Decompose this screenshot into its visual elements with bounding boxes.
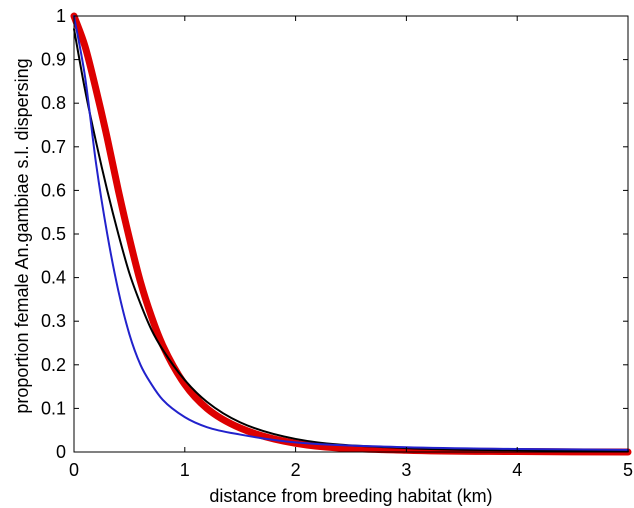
series-red-line — [70, 12, 632, 456]
x-tick-label: 1 — [180, 460, 190, 480]
y-tick-label: 0.9 — [41, 50, 66, 70]
y-tick-label: 0.8 — [41, 93, 66, 113]
x-axis-label: distance from breeding habitat (km) — [209, 486, 492, 506]
y-axis-label: proportion female An.gambiae s.l. disper… — [12, 58, 32, 413]
y-tick-label: 0.3 — [41, 311, 66, 331]
x-tick-label: 0 — [69, 460, 79, 480]
x-tick-label: 4 — [512, 460, 522, 480]
y-tick-label: 0 — [56, 442, 66, 462]
y-tick-label: 0.4 — [41, 268, 66, 288]
series-blue-line — [73, 15, 629, 451]
y-tick-label: 0.2 — [41, 355, 66, 375]
plot-frame — [73, 15, 629, 453]
series-black-line — [73, 28, 629, 453]
y-tick-label: 0.6 — [41, 180, 66, 200]
y-tick-label: 0.5 — [41, 224, 66, 244]
y-tick-label: 0.1 — [41, 398, 66, 418]
series-layer — [70, 12, 632, 456]
x-axis-ticks: 0 1 2 3 4 5 — [69, 16, 633, 480]
x-tick-label: 2 — [291, 460, 301, 480]
y-axis-ticks: 0 0.1 0.2 0.3 0.4 0.5 0.6 0.7 0.8 0.9 1 — [41, 6, 628, 462]
x-tick-label: 3 — [401, 460, 411, 480]
y-tick-label: 0.7 — [41, 137, 66, 157]
y-tick-label: 1 — [56, 6, 66, 26]
x-tick-label: 5 — [623, 460, 633, 480]
